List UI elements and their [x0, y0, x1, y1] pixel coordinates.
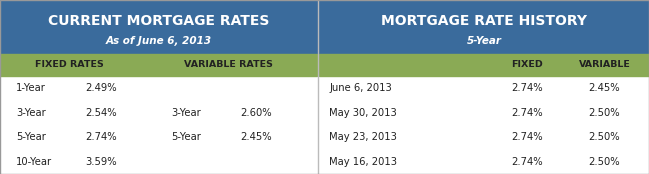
Bar — [0, 0, 317, 54]
Text: 2.74%: 2.74% — [511, 83, 543, 93]
Text: 2.50%: 2.50% — [589, 132, 620, 142]
Text: 2.50%: 2.50% — [589, 157, 620, 167]
Text: 2.45%: 2.45% — [241, 132, 273, 142]
Text: 2.74%: 2.74% — [511, 132, 543, 142]
Text: CURRENT MORTGAGE RATES: CURRENT MORTGAGE RATES — [47, 14, 269, 27]
Text: 5-Year: 5-Year — [171, 132, 201, 142]
Bar — [319, 54, 649, 76]
Text: MORTGAGE RATE HISTORY: MORTGAGE RATE HISTORY — [381, 14, 587, 27]
Text: 2.54%: 2.54% — [86, 108, 117, 118]
Text: 2.74%: 2.74% — [511, 157, 543, 167]
Text: 5-Year: 5-Year — [467, 35, 502, 45]
Text: 10-Year: 10-Year — [16, 157, 52, 167]
Text: 3-Year: 3-Year — [16, 108, 45, 118]
Bar — [0, 54, 317, 76]
Text: 2.60%: 2.60% — [241, 108, 273, 118]
Text: May 30, 2013: May 30, 2013 — [329, 108, 397, 118]
Text: FIXED RATES: FIXED RATES — [35, 61, 104, 69]
Text: 2.74%: 2.74% — [86, 132, 117, 142]
Text: FIXED: FIXED — [511, 61, 543, 69]
Text: VARIABLE: VARIABLE — [578, 61, 630, 69]
Text: 2.45%: 2.45% — [589, 83, 620, 93]
Text: 5-Year: 5-Year — [16, 132, 45, 142]
Text: 2.49%: 2.49% — [86, 83, 117, 93]
Text: VARIABLE RATES: VARIABLE RATES — [184, 61, 273, 69]
Text: 1-Year: 1-Year — [16, 83, 45, 93]
Text: 3-Year: 3-Year — [171, 108, 201, 118]
Text: 2.50%: 2.50% — [589, 108, 620, 118]
Text: May 23, 2013: May 23, 2013 — [329, 132, 397, 142]
Text: 2.74%: 2.74% — [511, 108, 543, 118]
Bar — [319, 0, 649, 54]
Text: As of June 6, 2013: As of June 6, 2013 — [105, 35, 212, 45]
Text: June 6, 2013: June 6, 2013 — [329, 83, 392, 93]
Text: May 16, 2013: May 16, 2013 — [329, 157, 397, 167]
Text: 3.59%: 3.59% — [86, 157, 117, 167]
